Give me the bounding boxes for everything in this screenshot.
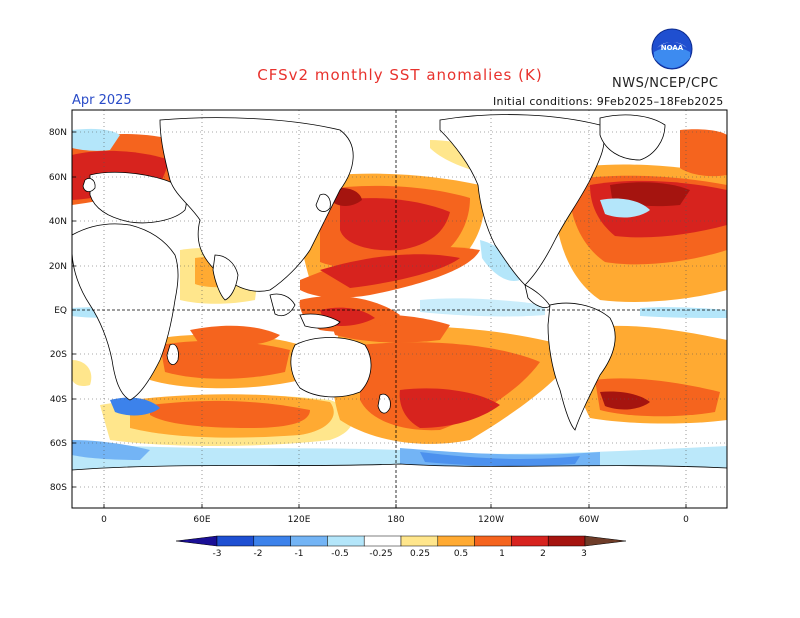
forecast-month: Apr 2025 bbox=[72, 93, 132, 108]
cbar-label-6: 0.5 bbox=[454, 549, 468, 559]
colorbar-swatch-4 bbox=[327, 535, 365, 547]
cbar-label-8: 2 bbox=[540, 549, 546, 559]
cbar-label-3: -0.5 bbox=[331, 549, 349, 559]
lon-label-0: 0 bbox=[101, 515, 107, 525]
lat-label-40s: 40S bbox=[50, 395, 67, 405]
agency-label: NWS/NCEP/CPC bbox=[612, 76, 719, 91]
cbar-label-4: -0.25 bbox=[369, 549, 392, 559]
colorbar-swatch-5 bbox=[363, 535, 402, 547]
lat-label-60n: 60N bbox=[49, 173, 67, 183]
lat-label-40n: 40N bbox=[49, 217, 67, 227]
colorbar-swatch-8 bbox=[474, 535, 512, 547]
lon-label-120e: 120E bbox=[288, 515, 311, 525]
cbar-label-1: -2 bbox=[254, 549, 263, 559]
latitude-labels: 80N 60N 40N 20N EQ 20S 40S 60S 80S bbox=[49, 128, 67, 493]
colorbar-swatch-11 bbox=[584, 535, 627, 547]
map-frame bbox=[71, 109, 728, 509]
colorbar-swatch-9 bbox=[511, 535, 549, 547]
cbar-label-9: 3 bbox=[581, 549, 587, 559]
cbar-label-0: -3 bbox=[213, 549, 222, 559]
chart-title: CFSv2 monthly SST anomalies (K) bbox=[257, 66, 543, 84]
colorbar-tick-labels: -3 -2 -1 -0.5 -0.25 0.25 0.5 1 2 3 bbox=[213, 549, 587, 559]
lon-label-120w: 120W bbox=[478, 515, 504, 525]
colorbar-swatch-1 bbox=[216, 535, 255, 547]
lat-label-20n: 20N bbox=[49, 262, 67, 272]
colorbar-swatch-6 bbox=[400, 535, 439, 547]
colorbar-swatch-7 bbox=[437, 535, 475, 547]
longitude-labels: 0 60E 120E 180 120W 60W 0 bbox=[101, 515, 689, 525]
cbar-label-7: 1 bbox=[499, 549, 505, 559]
lat-label-20s: 20S bbox=[50, 350, 67, 360]
colorbar-swatch-2 bbox=[253, 535, 291, 547]
lon-label-0-east: 0 bbox=[683, 515, 689, 525]
lat-label-60s: 60S bbox=[50, 439, 67, 449]
coastlines bbox=[72, 114, 727, 508]
axis-ticks bbox=[72, 131, 687, 508]
lat-label-eq: EQ bbox=[54, 306, 67, 316]
initial-conditions: Initial conditions: 9Feb2025–18Feb2025 bbox=[493, 95, 724, 108]
cbar-label-5: 0.25 bbox=[410, 549, 430, 559]
lon-label-60w: 60W bbox=[579, 515, 599, 525]
colorbar-swatch-0 bbox=[175, 535, 218, 547]
cbar-label-2: -1 bbox=[295, 549, 304, 559]
colorbar-swatches bbox=[175, 535, 627, 547]
lat-label-80s: 80S bbox=[50, 483, 67, 493]
lon-label-180: 180 bbox=[387, 515, 404, 525]
colorbar-swatch-3 bbox=[290, 535, 328, 547]
lon-label-60e: 60E bbox=[193, 515, 210, 525]
svg-text:NOAA: NOAA bbox=[661, 44, 684, 52]
noaa-logo-icon: NOAA bbox=[651, 28, 693, 70]
colorbar-swatch-10 bbox=[547, 535, 586, 547]
lat-label-80n: 80N bbox=[49, 128, 67, 138]
